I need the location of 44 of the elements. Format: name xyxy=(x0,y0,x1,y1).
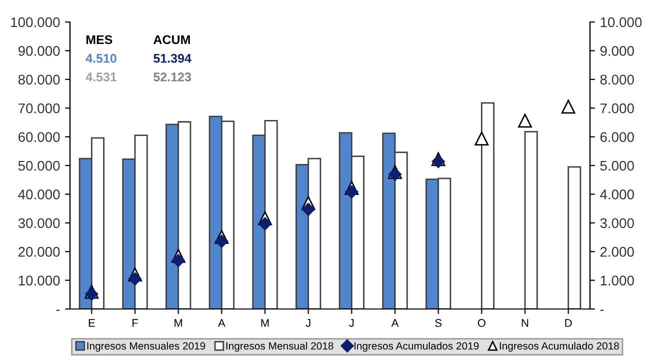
annotation: MES xyxy=(86,35,112,44)
x-tick-label: J xyxy=(306,319,310,327)
y2-tick-label: 5.000 xyxy=(600,160,634,171)
y2-tick-label: 8.000 xyxy=(600,74,634,85)
x-tick-label: E xyxy=(88,319,95,327)
y2-tick-label: 3.000 xyxy=(600,218,634,228)
legend-label: Ingresos Mensuales 2019 xyxy=(87,342,206,352)
x-tick-label: A xyxy=(218,319,226,327)
y-tick-label: 70.000 xyxy=(18,103,60,114)
y2-tick-label: 1.000 xyxy=(600,276,634,286)
x-tick-label: M xyxy=(174,319,182,327)
y2-tick-label: 7.000 xyxy=(600,103,634,114)
y-tick-label: 50.000 xyxy=(18,160,60,171)
y-tick-label: 20.000 xyxy=(18,246,60,257)
annotation: 51.394 xyxy=(154,54,192,63)
legend-label: Ingresos Mensual 2018 xyxy=(226,342,334,352)
legend-label: Ingresos Acumulados 2019 xyxy=(354,342,479,352)
y-tick-label: 60.000 xyxy=(18,132,60,142)
y-tick-label: 10.000 xyxy=(18,276,60,286)
y-tick-label: 90.000 xyxy=(18,46,60,56)
y-tick-label: 30.000 xyxy=(18,218,60,228)
x-tick-label: O xyxy=(478,319,486,327)
x-tick-label: F xyxy=(132,319,138,327)
x-tick-label: D xyxy=(565,319,572,327)
legend-label: Ingresos Acumulado 2018 xyxy=(500,342,619,352)
y2-tick-label: 6.000 xyxy=(600,132,634,142)
y-tick-label: 40.000 xyxy=(18,190,60,200)
annotation: 52.123 xyxy=(154,72,191,82)
y-tick-label: - xyxy=(56,310,60,311)
y2-tick-label: - xyxy=(600,310,604,311)
y-tick-label: 100.000 xyxy=(11,17,60,28)
x-tick-label: A xyxy=(391,319,399,327)
x-tick-label: J xyxy=(349,319,354,327)
x-tick-label: N xyxy=(522,319,528,327)
x-tick-label: M xyxy=(261,319,269,327)
y2-tick-label: 10.000 xyxy=(600,17,642,28)
annotation: ACUM xyxy=(154,35,190,44)
y-tick-label: 80.000 xyxy=(18,74,60,85)
y2-tick-label: 9.000 xyxy=(600,46,634,56)
annotation: 4.531 xyxy=(86,72,117,82)
x-tick-label: S xyxy=(435,319,442,327)
annotation: 4.510 xyxy=(86,54,116,63)
y2-tick-label: 2.000 xyxy=(600,246,634,257)
y2-tick-label: 4.000 xyxy=(600,190,634,200)
